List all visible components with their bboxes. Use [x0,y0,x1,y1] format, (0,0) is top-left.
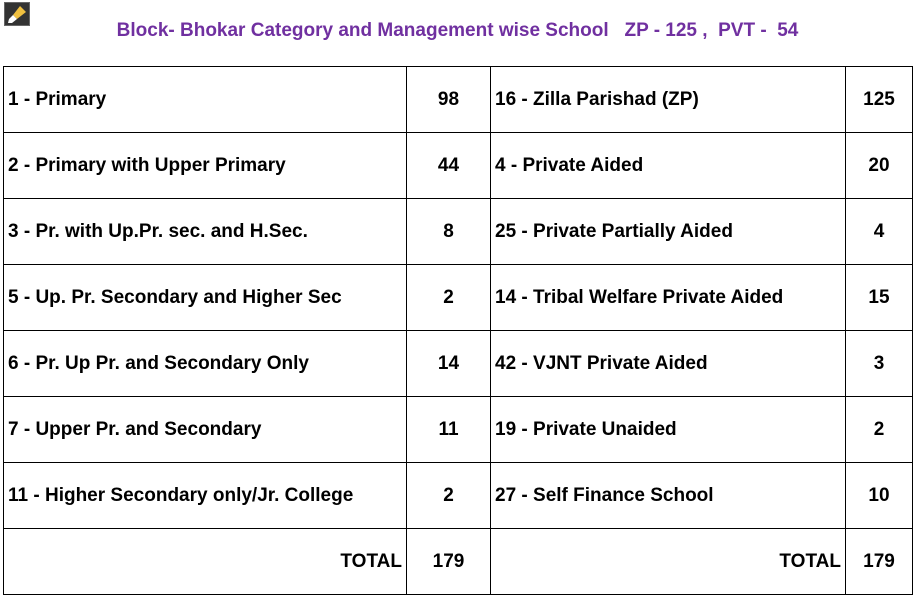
school-table: 1 - Primary 98 16 - Zilla Parishad (ZP) 125… [3,66,913,595]
count-cell: 2 [845,396,913,463]
count-cell: 11 [406,396,491,463]
count-cell: 10 [845,462,913,529]
label-cell: 42 - VJNT Private Aided [490,330,846,397]
count-cell: 8 [406,198,491,265]
table-row: 2 - Primary with Upper Primary 44 4 - Priv… [3,132,913,199]
label-cell: 3 - Pr. with Up.Pr. sec. and H.Sec. [3,198,407,265]
count-cell: 98 [406,66,491,133]
label-cell: 5 - Up. Pr. Secondary and Higher Sec [3,264,407,331]
label-cell: 7 - Upper Pr. and Secondary [3,396,407,463]
count-cell: 14 [406,330,491,397]
label-cell: 1 - Primary [3,66,407,133]
total-row: TOTAL 179 TOTAL 179 [3,528,913,595]
count-cell: 20 [845,132,913,199]
label-cell: 6 - Pr. Up Pr. and Secondary Only [3,330,407,397]
label-cell: TOTAL [3,528,407,595]
table-row: 3 - Pr. with Up.Pr. sec. and H.Sec. 8 25 -… [3,198,913,265]
table-row: 1 - Primary 98 16 - Zilla Parishad (ZP) 125 [3,66,913,133]
table-row: 11 - Higher Secondary only/Jr. College 2 2… [3,462,913,529]
label-cell: 25 - Private Partially Aided [490,198,846,265]
label-cell: 11 - Higher Secondary only/Jr. College [3,462,407,529]
count-cell: 15 [845,264,913,331]
count-cell: 4 [845,198,913,265]
table-row: 7 - Upper Pr. and Secondary 11 19 - Privat… [3,396,913,463]
table-row: 6 - Pr. Up Pr. and Secondary Only 14 42 - … [3,330,913,397]
paint-icon[interactable] [4,2,30,26]
count-cell: 44 [406,132,491,199]
label-cell: 16 - Zilla Parishad (ZP) [490,66,846,133]
label-cell: 2 - Primary with Upper Primary [3,132,407,199]
count-cell: 125 [845,66,913,133]
count-cell: 179 [406,528,491,595]
label-cell: 19 - Private Unaided [490,396,846,463]
label-cell: 4 - Private Aided [490,132,846,199]
count-cell: 179 [845,528,913,595]
label-cell: 27 - Self Finance School [490,462,846,529]
count-cell: 3 [845,330,913,397]
label-cell: TOTAL [490,528,846,595]
label-cell: 14 - Tribal Welfare Private Aided [490,264,846,331]
count-cell: 2 [406,462,491,529]
count-cell: 2 [406,264,491,331]
title: Block- Bhokar Category and Management wi… [116,20,799,41]
table-row: 5 - Up. Pr. Secondary and Higher Sec 2 14 … [3,264,913,331]
